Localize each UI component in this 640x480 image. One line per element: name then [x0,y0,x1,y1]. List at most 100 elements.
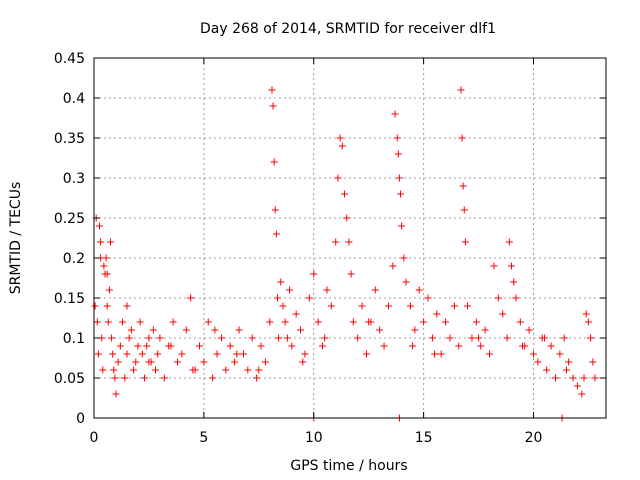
data-point [518,342,526,350]
data-point [187,294,195,302]
data-point [156,334,164,342]
data-point [345,238,353,246]
data-point [433,310,441,318]
data-point [376,326,384,334]
data-point [384,302,392,310]
data-point [395,174,403,182]
data-point [494,294,502,302]
data-point [398,222,406,230]
data-point [551,374,559,382]
data-point [397,190,405,198]
data-point [292,310,300,318]
data-point [123,350,131,358]
data-point [380,342,388,350]
data-point [253,374,261,382]
data-point [389,262,397,270]
data-point [458,134,466,142]
data-point [354,334,362,342]
data-point [271,206,279,214]
data-point [255,366,263,374]
data-point [213,350,221,358]
data-point [562,366,570,374]
data-point [450,302,458,310]
data-point [505,238,513,246]
data-point [211,326,219,334]
data-point [512,294,520,302]
grid-lines [94,58,606,418]
data-point [319,342,327,350]
data-point [486,350,494,358]
y-tick-label: 0.4 [63,91,85,107]
data-point [141,374,149,382]
data-point [283,334,291,342]
data-point [508,262,516,270]
data-point [108,334,116,342]
data-point [446,334,454,342]
data-point [286,286,294,294]
data-point [460,206,468,214]
data-point [103,302,111,310]
data-point [510,278,518,286]
data-point [103,270,111,278]
data-point [145,358,153,366]
data-point [143,342,151,350]
x-tick-label: 5 [199,430,208,446]
y-tick-label: 0.35 [54,131,85,147]
data-point [297,326,305,334]
data-point [154,350,162,358]
data-point [406,302,414,310]
data-point [97,238,105,246]
data-point [420,318,428,326]
data-point [573,382,581,390]
data-point [200,358,208,366]
data-point [464,302,472,310]
data-point [132,358,140,366]
data-point [371,286,379,294]
data-point [145,334,153,342]
data-point [121,374,129,382]
data-point [475,334,483,342]
data-point [310,270,318,278]
data-point [261,358,269,366]
data-point [481,326,489,334]
data-point [442,318,450,326]
data-point [301,350,309,358]
data-point [358,302,366,310]
data-point [136,318,144,326]
data-point [338,142,346,150]
data-point [94,350,102,358]
data-point [130,366,138,374]
data-point [270,158,278,166]
data-point [547,342,555,350]
data-point [428,334,436,342]
data-point [127,326,135,334]
x-axis-label: GPS time / hours [290,458,407,474]
data-point [431,350,439,358]
data-point [341,190,349,198]
data-point [174,358,182,366]
data-point [100,262,108,270]
data-point [321,334,329,342]
data-point [268,86,276,94]
data-point [334,174,342,182]
data-point [182,326,190,334]
data-point [503,334,511,342]
data-point [540,334,548,342]
data-point [167,342,175,350]
chart-title: Day 268 of 2014, SRMTID for receiver dlf… [200,21,496,37]
data-point [437,350,445,358]
data-point [123,302,131,310]
data-point [266,318,274,326]
data-point [336,134,344,142]
data-point [400,254,408,262]
data-point [349,318,357,326]
data-point [394,150,402,158]
data-point [472,318,480,326]
data-point [239,350,247,358]
data-point [587,334,595,342]
data-point [424,294,432,302]
data-point [169,318,177,326]
data-point [235,326,243,334]
data-point [455,342,463,350]
data-point [231,358,239,366]
